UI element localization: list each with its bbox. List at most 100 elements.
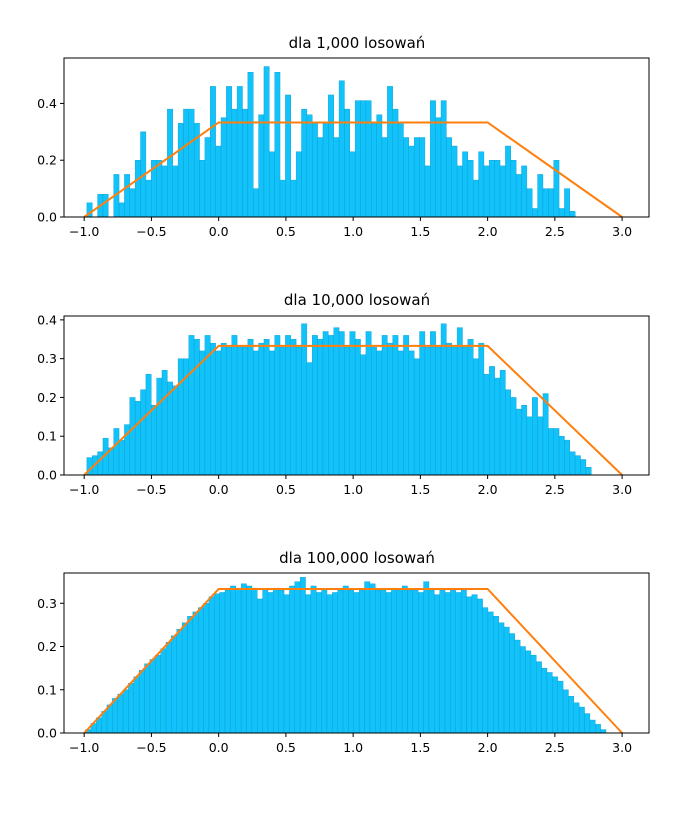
histogram-bar xyxy=(348,590,355,734)
y-tick-label: 0.1 xyxy=(37,682,57,697)
plot-frame xyxy=(63,315,650,476)
histogram-bar xyxy=(371,123,377,218)
x-tick-label: 0.5 xyxy=(276,224,296,239)
histogram-bar xyxy=(118,202,125,218)
histogram-bar xyxy=(552,676,558,734)
histogram-bar xyxy=(542,393,549,476)
histogram-bar xyxy=(183,108,190,218)
histogram-bar xyxy=(456,165,463,218)
histogram-bar xyxy=(493,616,499,734)
histogram-bar xyxy=(333,137,340,218)
histogram-bar xyxy=(424,165,431,218)
histogram-bar xyxy=(473,358,479,476)
histogram-bar xyxy=(435,117,442,218)
histogram-bar xyxy=(569,211,576,218)
histogram-bar xyxy=(161,370,168,476)
histogram-bar xyxy=(530,654,537,734)
histogram-bar xyxy=(176,629,183,734)
x-tick-label: −0.5 xyxy=(136,224,166,239)
histogram-bar xyxy=(160,648,167,734)
density-line xyxy=(83,588,623,734)
histogram-bar xyxy=(267,592,274,734)
histogram-bar xyxy=(199,160,206,218)
histogram-bar xyxy=(332,592,338,734)
histogram-bar xyxy=(215,350,222,476)
histogram-bar xyxy=(477,598,483,734)
histogram-bar xyxy=(391,587,397,734)
histogram-bar xyxy=(269,151,275,218)
histogram-bar xyxy=(117,693,124,734)
histogram-bar xyxy=(450,590,456,734)
histogram-bar xyxy=(306,362,313,476)
bars xyxy=(85,577,607,734)
histogram-bar xyxy=(134,401,141,476)
histogram-bar xyxy=(236,86,243,218)
histogram-bar xyxy=(134,160,141,218)
histogram-bar xyxy=(354,100,361,218)
y-tick-label: 0.3 xyxy=(37,596,57,611)
histogram-bar xyxy=(353,592,360,734)
histogram-bar xyxy=(317,137,324,218)
histogram-bar xyxy=(328,335,334,476)
histogram-bar xyxy=(364,581,371,734)
histogram-bar xyxy=(210,86,216,218)
histogram-panel-1000: dla 1,000 losowań −1.0 −0.5 0.0 0.5 1.0 1.5 2.… xyxy=(37,34,650,239)
histogram-bar xyxy=(413,137,420,218)
histogram-bar xyxy=(408,145,415,218)
histogram-bar xyxy=(188,335,195,476)
histogram-bar xyxy=(242,346,249,476)
histogram-bar xyxy=(263,339,270,476)
histogram-bar xyxy=(310,585,317,734)
x-tick-label: 2.0 xyxy=(478,482,498,497)
x-tick-label: 1.0 xyxy=(343,482,363,497)
x-tick-label: 2.5 xyxy=(545,224,565,239)
histogram-bar xyxy=(224,590,231,734)
x-tick-label: −0.5 xyxy=(136,482,166,497)
x-tick-label: 0.0 xyxy=(209,224,229,239)
x-tick-label: 0.5 xyxy=(276,482,296,497)
histogram-bar xyxy=(226,86,232,218)
histogram-bar xyxy=(471,594,478,734)
histogram-bar xyxy=(321,590,328,734)
histogram-bar xyxy=(494,377,501,476)
histogram-bar xyxy=(251,587,258,734)
histogram-bar xyxy=(290,339,297,476)
histogram-bar xyxy=(161,165,168,218)
histogram-bar xyxy=(467,160,474,218)
histogram-bar xyxy=(564,188,570,218)
histogram-bar xyxy=(498,622,505,734)
histogram-bar xyxy=(337,590,344,734)
histogram-bar xyxy=(392,108,399,218)
histogram-bar xyxy=(187,616,194,734)
histogram-bar xyxy=(466,596,473,734)
histogram-bar xyxy=(519,646,526,734)
histogram-bar xyxy=(305,594,312,734)
histogram-bar xyxy=(568,696,575,734)
y-tick-label: 0.2 xyxy=(37,639,57,654)
histogram-bar xyxy=(199,350,206,476)
histogram-bar xyxy=(306,114,313,218)
histogram-bar xyxy=(342,585,349,734)
histogram-bar xyxy=(569,451,576,476)
histogram-bar xyxy=(269,350,275,476)
histogram-bar xyxy=(97,451,104,476)
x-tick-label: 1.0 xyxy=(343,740,363,755)
histogram-bar xyxy=(381,137,388,218)
histogram-bar xyxy=(489,160,495,218)
y-tick-label: 0.1 xyxy=(37,429,57,444)
x-tick-label: −1.0 xyxy=(69,482,99,497)
histogram-bar xyxy=(285,94,291,218)
histogram-bar xyxy=(510,397,517,476)
histogram-bar xyxy=(344,108,350,218)
histogram-bar xyxy=(263,66,270,218)
histogram-bar xyxy=(262,590,269,734)
histogram-bar xyxy=(478,342,485,476)
histogram-bar xyxy=(156,160,163,218)
histogram-bar xyxy=(193,339,200,476)
histogram-bar xyxy=(467,339,474,476)
histogram-bar xyxy=(167,381,173,476)
histogram-bar xyxy=(247,71,254,218)
histogram-bar xyxy=(279,346,286,476)
histogram-bar xyxy=(451,145,458,218)
histogram-bar xyxy=(140,389,147,476)
